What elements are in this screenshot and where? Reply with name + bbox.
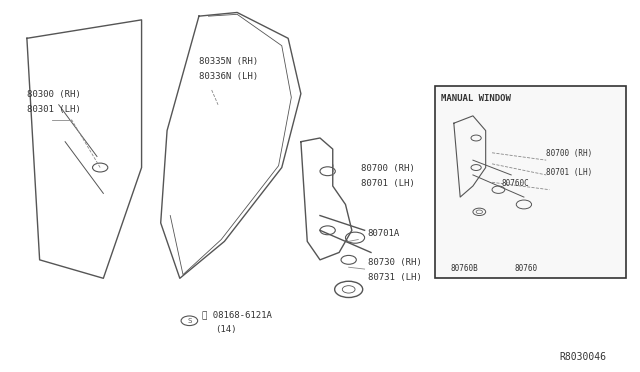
Text: 80730 (RH): 80730 (RH) <box>368 259 422 267</box>
Text: 80760: 80760 <box>515 264 538 273</box>
Text: 80760C: 80760C <box>502 179 529 188</box>
Text: 80700 (RH): 80700 (RH) <box>362 164 415 173</box>
Text: 80301 (LH): 80301 (LH) <box>27 105 81 114</box>
Text: Ⓢ 08168-6121A: Ⓢ 08168-6121A <box>202 310 272 319</box>
Text: (14): (14) <box>215 325 236 334</box>
Text: 80731 (LH): 80731 (LH) <box>368 273 422 282</box>
Text: 80701A: 80701A <box>368 229 400 238</box>
Text: 80335N (RH): 80335N (RH) <box>199 57 258 66</box>
Text: 80700 (RH): 80700 (RH) <box>546 150 593 158</box>
Text: 80336N (LH): 80336N (LH) <box>199 72 258 81</box>
Text: 80701 (LH): 80701 (LH) <box>546 168 593 177</box>
Bar <box>435 86 626 278</box>
Text: 80760B: 80760B <box>451 264 478 273</box>
Text: 80300 (RH): 80300 (RH) <box>27 90 81 99</box>
Text: MANUAL WINDOW: MANUAL WINDOW <box>441 94 511 103</box>
Text: R8030046: R8030046 <box>560 352 607 362</box>
Text: 80701 (LH): 80701 (LH) <box>362 179 415 188</box>
Text: S: S <box>187 318 191 324</box>
